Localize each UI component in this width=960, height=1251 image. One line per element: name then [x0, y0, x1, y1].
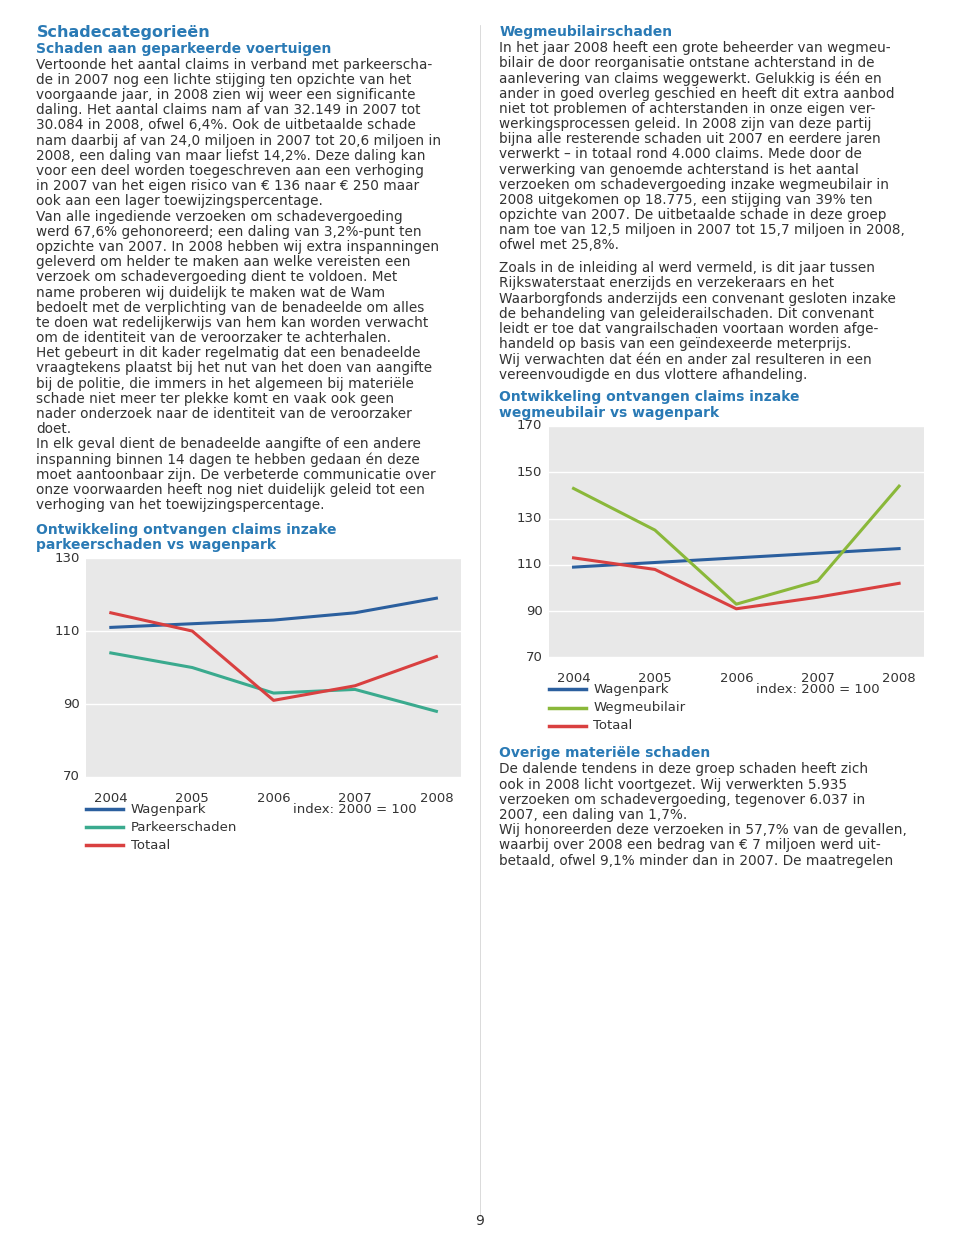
Text: Schadecategorieën: Schadecategorieën — [36, 25, 210, 40]
Text: 2005: 2005 — [638, 672, 672, 686]
Text: 2007: 2007 — [338, 792, 372, 804]
Text: 2008: 2008 — [420, 792, 453, 804]
Text: 2004: 2004 — [557, 672, 590, 686]
Text: Vertoonde het aantal claims in verband met parkeerscha-: Vertoonde het aantal claims in verband m… — [36, 58, 433, 71]
Text: 90: 90 — [526, 604, 542, 618]
Text: betaald, ofwel 9,1% minder dan in 2007. De maatregelen: betaald, ofwel 9,1% minder dan in 2007. … — [499, 853, 894, 868]
Text: ook in 2008 licht voortgezet. Wij verwerkten 5.935: ook in 2008 licht voortgezet. Wij verwer… — [499, 778, 848, 792]
Text: Schaden aan geparkeerde voertuigen: Schaden aan geparkeerde voertuigen — [36, 41, 332, 56]
Text: Overige materiële schaden: Overige materiële schaden — [499, 747, 710, 761]
Text: 110: 110 — [55, 624, 80, 638]
Text: 70: 70 — [525, 651, 542, 664]
Text: voorgaande jaar, in 2008 zien wij weer een significante: voorgaande jaar, in 2008 zien wij weer e… — [36, 88, 416, 103]
Text: In het jaar 2008 heeft een grote beheerder van wegmeu-: In het jaar 2008 heeft een grote beheerd… — [499, 41, 891, 55]
Text: 130: 130 — [517, 512, 542, 525]
Text: bij de politie, die immers in het algemeen bij materiële: bij de politie, die immers in het algeme… — [36, 377, 415, 390]
Text: vraagtekens plaatst bij het nut van het doen van aangifte: vraagtekens plaatst bij het nut van het … — [36, 362, 433, 375]
Text: Waarborgfonds anderzijds een convenant gesloten inzake: Waarborgfonds anderzijds een convenant g… — [499, 291, 896, 305]
Text: moet aantoonbaar zijn. De verbeterde communicatie over: moet aantoonbaar zijn. De verbeterde com… — [36, 468, 436, 482]
Text: Wegmeubilairschaden: Wegmeubilairschaden — [499, 25, 672, 39]
Text: ook aan een lager toewijzingspercentage.: ook aan een lager toewijzingspercentage. — [36, 194, 324, 209]
Text: te doen wat redelijkerwijs van hem kan worden verwacht: te doen wat redelijkerwijs van hem kan w… — [36, 317, 429, 330]
Text: nam toe van 12,5 miljoen in 2007 tot 15,7 miljoen in 2008,: nam toe van 12,5 miljoen in 2007 tot 15,… — [499, 223, 905, 238]
Text: Rijkswaterstaat enerzijds en verzekeraars en het: Rijkswaterstaat enerzijds en verzekeraar… — [499, 276, 834, 290]
Text: index: 2000 = 100: index: 2000 = 100 — [756, 683, 879, 696]
Text: 30.084 in 2008, ofwel 6,4%. Ook de uitbetaalde schade: 30.084 in 2008, ofwel 6,4%. Ook de uitbe… — [36, 119, 417, 133]
Text: voor een deel worden toegeschreven aan een verhoging: voor een deel worden toegeschreven aan e… — [36, 164, 424, 178]
Text: 2006: 2006 — [256, 792, 291, 804]
Text: Parkeerschaden: Parkeerschaden — [131, 821, 237, 833]
Text: nam daarbij af van 24,0 miljoen in 2007 tot 20,6 miljoen in: nam daarbij af van 24,0 miljoen in 2007 … — [36, 134, 442, 148]
Text: name proberen wij duidelijk te maken wat de Wam: name proberen wij duidelijk te maken wat… — [36, 285, 386, 299]
Text: parkeerschaden vs wagenpark: parkeerschaden vs wagenpark — [36, 538, 276, 552]
Text: Wagenpark: Wagenpark — [131, 803, 206, 816]
Text: Totaal: Totaal — [593, 719, 633, 732]
Text: 150: 150 — [517, 465, 542, 479]
Text: 130: 130 — [55, 552, 80, 564]
Text: leidt er toe dat vangrailschaden voortaan worden afge-: leidt er toe dat vangrailschaden voortaa… — [499, 322, 878, 337]
Text: 2007: 2007 — [801, 672, 834, 686]
Text: Wij honoreerden deze verzoeken in 57,7% van de gevallen,: Wij honoreerden deze verzoeken in 57,7% … — [499, 823, 907, 837]
Text: verzoeken om schadevergoeding inzake wegmeubilair in: verzoeken om schadevergoeding inzake weg… — [499, 178, 889, 191]
Text: opzichte van 2007. De uitbetaalde schade in deze groep: opzichte van 2007. De uitbetaalde schade… — [499, 208, 887, 223]
Text: Totaal: Totaal — [131, 838, 170, 852]
Text: verzoek om schadevergoeding dient te voldoen. Met: verzoek om schadevergoeding dient te vol… — [36, 270, 397, 284]
Text: opzichte van 2007. In 2008 hebben wij extra inspanningen: opzichte van 2007. In 2008 hebben wij ex… — [36, 240, 440, 254]
Text: 2008: 2008 — [882, 672, 916, 686]
Text: doet.: doet. — [36, 423, 72, 437]
Text: verwerkt – in totaal rond 4.000 claims. Mede door de: verwerkt – in totaal rond 4.000 claims. … — [499, 148, 862, 161]
Text: 170: 170 — [517, 419, 542, 433]
Text: onze voorwaarden heeft nog niet duidelijk geleid tot een: onze voorwaarden heeft nog niet duidelij… — [36, 483, 425, 497]
Text: Van alle ingediende verzoeken om schadevergoeding: Van alle ingediende verzoeken om schadev… — [36, 210, 403, 224]
Text: om de identiteit van de veroorzaker te achterhalen.: om de identiteit van de veroorzaker te a… — [36, 332, 392, 345]
Text: nader onderzoek naar de identiteit van de veroorzaker: nader onderzoek naar de identiteit van d… — [36, 407, 412, 422]
Text: de behandeling van geleiderailschaden. Dit convenant: de behandeling van geleiderailschaden. D… — [499, 306, 875, 320]
Text: Wegmeubilair: Wegmeubilair — [593, 701, 685, 714]
Text: 2006: 2006 — [719, 672, 754, 686]
Text: 90: 90 — [63, 698, 80, 711]
Text: ofwel met 25,8%.: ofwel met 25,8%. — [499, 239, 619, 253]
Text: Zoals in de inleiding al werd vermeld, is dit jaar tussen: Zoals in de inleiding al werd vermeld, i… — [499, 261, 876, 275]
Text: verzoeken om schadevergoeding, tegenover 6.037 in: verzoeken om schadevergoeding, tegenover… — [499, 793, 866, 807]
Text: werd 67,6% gehonoreerd; een daling van 3,2%-punt ten: werd 67,6% gehonoreerd; een daling van 3… — [36, 225, 422, 239]
Text: bilair de door reorganisatie ontstane achterstand in de: bilair de door reorganisatie ontstane ac… — [499, 56, 875, 70]
Text: 70: 70 — [62, 771, 80, 783]
Text: in 2007 van het eigen risico van € 136 naar € 250 maar: in 2007 van het eigen risico van € 136 n… — [36, 179, 420, 193]
Text: index: 2000 = 100: index: 2000 = 100 — [293, 803, 417, 816]
Text: vereenvoudigde en dus vlottere afhandeling.: vereenvoudigde en dus vlottere afhandeli… — [499, 368, 807, 382]
Text: Het gebeurt in dit kader regelmatig dat een benadeelde: Het gebeurt in dit kader regelmatig dat … — [36, 347, 421, 360]
Text: geleverd om helder te maken aan welke vereisten een: geleverd om helder te maken aan welke ve… — [36, 255, 411, 269]
Text: verhoging van het toewijzingspercentage.: verhoging van het toewijzingspercentage. — [36, 498, 325, 512]
Text: schade niet meer ter plekke komt en vaak ook geen: schade niet meer ter plekke komt en vaak… — [36, 392, 395, 405]
Text: ander in goed overleg geschied en heeft dit extra aanbod: ander in goed overleg geschied en heeft … — [499, 86, 895, 100]
Text: werkingsprocessen geleid. In 2008 zijn van deze partij: werkingsprocessen geleid. In 2008 zijn v… — [499, 118, 872, 131]
Text: wegmeubilair vs wagenpark: wegmeubilair vs wagenpark — [499, 405, 719, 420]
Text: 110: 110 — [517, 558, 542, 572]
Text: de in 2007 nog een lichte stijging ten opzichte van het: de in 2007 nog een lichte stijging ten o… — [36, 73, 412, 86]
Text: Ontwikkeling ontvangen claims inzake: Ontwikkeling ontvangen claims inzake — [499, 390, 800, 404]
Text: Ontwikkeling ontvangen claims inzake: Ontwikkeling ontvangen claims inzake — [36, 523, 337, 537]
Text: De dalende tendens in deze groep schaden heeft zich: De dalende tendens in deze groep schaden… — [499, 763, 869, 777]
Text: bijna alle resterende schaden uit 2007 en eerdere jaren: bijna alle resterende schaden uit 2007 e… — [499, 133, 881, 146]
Text: aanlevering van claims weggewerkt. Gelukkig is één en: aanlevering van claims weggewerkt. Geluk… — [499, 71, 882, 86]
Text: Wagenpark: Wagenpark — [593, 683, 669, 696]
Text: daling. Het aantal claims nam af van 32.149 in 2007 tot: daling. Het aantal claims nam af van 32.… — [36, 104, 421, 118]
Text: 2005: 2005 — [176, 792, 209, 804]
Text: Wij verwachten dat één en ander zal resulteren in een: Wij verwachten dat één en ander zal resu… — [499, 353, 872, 367]
Text: inspanning binnen 14 dagen te hebben gedaan én deze: inspanning binnen 14 dagen te hebben ged… — [36, 453, 420, 467]
Text: verwerking van genoemde achterstand is het aantal: verwerking van genoemde achterstand is h… — [499, 163, 859, 176]
Text: handeld op basis van een geïndexeerde meterprijs.: handeld op basis van een geïndexeerde me… — [499, 338, 852, 352]
Text: 9: 9 — [475, 1215, 485, 1228]
Text: 2004: 2004 — [94, 792, 128, 804]
Text: In elk geval dient de benadeelde aangifte of een andere: In elk geval dient de benadeelde aangift… — [36, 438, 421, 452]
Text: niet tot problemen of achterstanden in onze eigen ver-: niet tot problemen of achterstanden in o… — [499, 101, 876, 116]
Text: 2008 uitgekomen op 18.775, een stijging van 39% ten: 2008 uitgekomen op 18.775, een stijging … — [499, 193, 873, 206]
Text: 2007, een daling van 1,7%.: 2007, een daling van 1,7%. — [499, 808, 687, 822]
Text: waarbij over 2008 een bedrag van € 7 miljoen werd uit-: waarbij over 2008 een bedrag van € 7 mil… — [499, 838, 881, 852]
Text: 2008, een daling van maar liefst 14,2%. Deze daling kan: 2008, een daling van maar liefst 14,2%. … — [36, 149, 426, 163]
Text: bedoelt met de verplichting van de benadeelde om alles: bedoelt met de verplichting van de benad… — [36, 300, 425, 315]
